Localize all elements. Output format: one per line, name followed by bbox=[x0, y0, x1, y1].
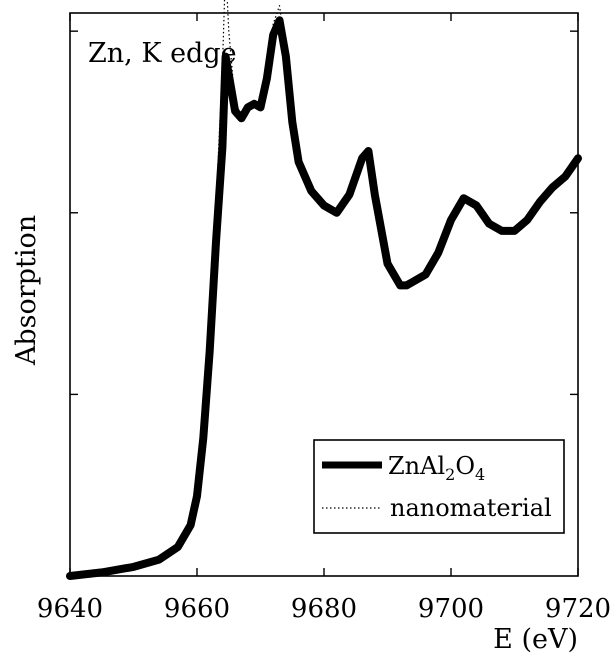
legend-box bbox=[313, 439, 565, 534]
y-axis-label: Absorption bbox=[11, 215, 42, 366]
legend-label-series-2: nanomaterial bbox=[390, 494, 552, 522]
x-axis-ticks: 9640 9660 9680 9700 9720 bbox=[37, 13, 611, 624]
x-tick-label: 9720 bbox=[545, 594, 611, 624]
x-tick-label: 9660 bbox=[164, 594, 230, 624]
inset-annotation: Zn, K edge bbox=[88, 38, 237, 69]
x-tick-label: 9700 bbox=[418, 594, 484, 624]
legend: ZnAl2O4 nanomaterial bbox=[313, 439, 565, 534]
x-axis-label: E (eV) bbox=[493, 624, 578, 655]
series-line-1 bbox=[66, 16, 582, 580]
series-layer bbox=[66, 0, 582, 580]
y-axis-ticks bbox=[70, 30, 578, 396]
x-tick-label: 9680 bbox=[291, 594, 357, 624]
x-tick-label: 9640 bbox=[37, 594, 103, 624]
legend-label-series-1: ZnAl2O4 bbox=[388, 452, 485, 484]
